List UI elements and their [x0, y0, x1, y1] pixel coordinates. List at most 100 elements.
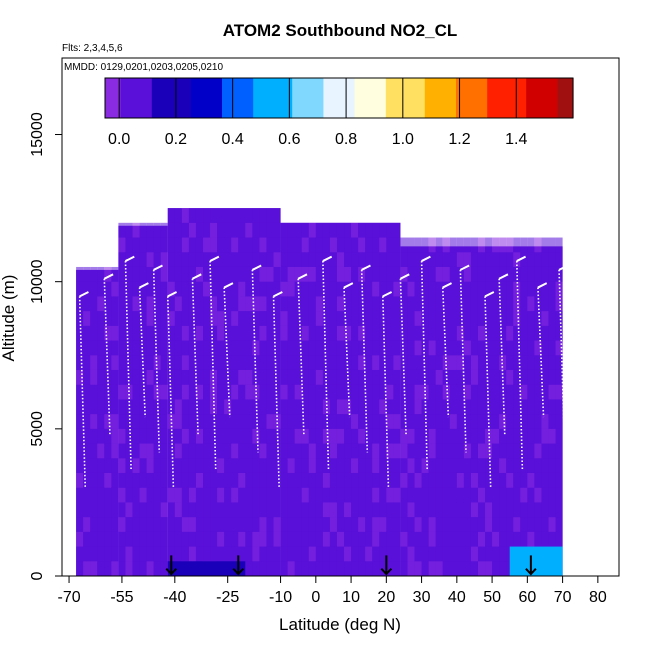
curtain-cell	[146, 517, 154, 532]
curtain-cell	[287, 325, 295, 341]
curtain-cell	[294, 443, 302, 459]
curtain-cell	[485, 531, 493, 547]
curtain-cell	[224, 266, 232, 282]
curtain-cell	[195, 472, 204, 488]
curtain-cell	[132, 281, 140, 297]
curtain-cell	[203, 472, 211, 488]
curtain-cell	[372, 458, 380, 473]
y-tick-label: 10000	[29, 259, 46, 304]
curtain-cell	[548, 266, 556, 282]
curtain-cell	[315, 384, 323, 400]
curtain-cell	[506, 311, 514, 326]
curtain-cell	[442, 399, 450, 415]
curtain-cell	[167, 458, 175, 473]
curtain-cell	[365, 266, 373, 282]
curtain-cell	[435, 561, 443, 576]
curtain-cell	[477, 355, 486, 370]
curtain-cell	[203, 281, 211, 297]
curtain-cell	[231, 281, 239, 297]
curtain-cell	[174, 266, 182, 282]
curtain-cell	[104, 458, 112, 473]
curtain-cell	[90, 414, 98, 429]
curtain-cell	[414, 443, 422, 459]
curtain-cell	[195, 458, 204, 473]
curtain-cell	[527, 531, 535, 547]
curtain-cell	[153, 561, 161, 576]
curtain-cell	[195, 222, 204, 238]
flight-level-leg	[153, 264, 163, 271]
curtain-cell	[160, 355, 168, 370]
curtain-cell	[555, 428, 563, 444]
curtain-cell	[245, 531, 253, 547]
curtain-cell	[470, 340, 478, 356]
y-tick-label: 0	[29, 571, 46, 580]
curtain-cell	[245, 296, 253, 312]
curtain-cell	[238, 487, 246, 503]
curtain-cell	[442, 325, 450, 341]
curtain-cell	[407, 325, 415, 341]
curtain-cell	[217, 546, 225, 562]
curtain-cell	[259, 311, 267, 326]
colorbar-cell	[331, 78, 340, 118]
curtain-cell	[125, 311, 133, 326]
curtain-cell	[308, 487, 316, 503]
curtain-cell	[351, 266, 359, 282]
curtain-cell	[379, 487, 387, 503]
curtain-cell	[308, 369, 316, 385]
curtain-cell	[280, 281, 288, 297]
curtain-cell	[351, 517, 359, 532]
curtain-cell	[351, 384, 359, 400]
curtain-cell	[139, 296, 147, 312]
colorbar-cell	[362, 78, 371, 118]
curtain-cell	[386, 384, 394, 400]
curtain-cell	[435, 237, 443, 253]
curtain-cell	[294, 281, 302, 297]
flight-profile	[360, 269, 369, 453]
curtain-cell	[555, 443, 563, 459]
curtain-cell	[266, 428, 274, 444]
curtain-cell	[506, 502, 514, 518]
curtain-cell	[365, 237, 373, 253]
curtain-cell	[365, 472, 373, 488]
curtain-cell	[203, 458, 211, 473]
curtain-cell	[541, 325, 549, 341]
curtain-cell	[463, 517, 471, 532]
curtain-cell	[231, 252, 239, 267]
curtain-cell	[372, 517, 380, 532]
curtain-cell	[111, 414, 119, 429]
curtain-cell	[485, 252, 493, 267]
curtain-cell	[492, 487, 500, 503]
curtain-cell	[97, 487, 105, 503]
curtain-cell	[280, 384, 288, 400]
curtain-cell	[421, 281, 429, 297]
curtain-cell	[181, 502, 189, 518]
curtain-cell	[407, 384, 415, 400]
curtain-cell	[477, 487, 486, 503]
curtain-cell	[188, 443, 196, 459]
curtain-cell	[428, 266, 436, 282]
curtain-cell	[470, 355, 478, 370]
curtain-cell	[153, 252, 161, 267]
curtain-cell	[217, 443, 225, 459]
curtain-cell	[386, 472, 394, 488]
curtain-cell	[76, 546, 84, 562]
x-tick-label: 70	[554, 589, 572, 606]
colorbar-cell	[518, 78, 527, 118]
curtain-cell	[301, 281, 309, 297]
curtain-cell	[231, 502, 239, 518]
curtain-cell	[160, 472, 168, 488]
curtain-cell	[224, 502, 232, 518]
curtain-cell	[90, 443, 98, 459]
curtain-cell	[513, 458, 521, 473]
curtain-cell	[160, 266, 168, 282]
curtain-cell	[266, 487, 274, 503]
curtain-cell	[386, 428, 394, 444]
curtain-cell	[344, 399, 352, 415]
curtain-cell	[231, 428, 239, 444]
curtain-cell	[181, 472, 189, 488]
curtain-cell	[372, 369, 380, 385]
flight-level-leg	[273, 291, 283, 298]
curtain-cell	[344, 443, 352, 459]
curtain-cell	[499, 266, 507, 282]
curtain-cell	[125, 561, 133, 576]
